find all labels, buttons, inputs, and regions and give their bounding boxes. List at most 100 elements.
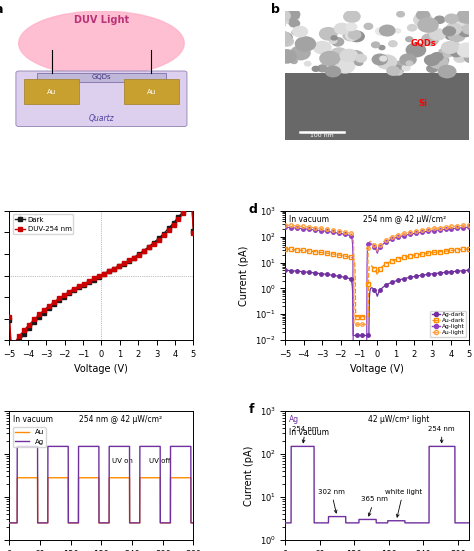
Circle shape: [273, 14, 285, 22]
Circle shape: [331, 36, 337, 40]
Circle shape: [364, 23, 373, 29]
Circle shape: [276, 64, 282, 68]
Circle shape: [376, 28, 386, 35]
Circle shape: [335, 23, 349, 34]
Circle shape: [452, 42, 459, 47]
Text: Au: Au: [146, 89, 156, 95]
Circle shape: [344, 11, 360, 22]
Circle shape: [277, 50, 296, 63]
Circle shape: [414, 13, 432, 26]
Circle shape: [465, 53, 474, 62]
Circle shape: [332, 37, 344, 46]
Circle shape: [326, 66, 340, 77]
Circle shape: [443, 27, 456, 36]
Circle shape: [277, 31, 288, 39]
Circle shape: [397, 12, 404, 17]
Text: 42 μW/cm² light: 42 μW/cm² light: [368, 415, 429, 424]
Circle shape: [380, 25, 395, 36]
Circle shape: [292, 30, 299, 35]
Circle shape: [389, 41, 397, 47]
Circle shape: [466, 19, 474, 26]
Circle shape: [319, 28, 337, 40]
Circle shape: [395, 29, 401, 33]
Circle shape: [330, 62, 346, 73]
Circle shape: [291, 59, 297, 63]
Circle shape: [343, 30, 358, 41]
Circle shape: [273, 9, 290, 22]
Circle shape: [340, 50, 357, 62]
Circle shape: [298, 41, 304, 46]
Circle shape: [402, 65, 410, 71]
Circle shape: [438, 66, 456, 78]
Text: In vacuum: In vacuum: [13, 415, 53, 424]
X-axis label: Voltage (V): Voltage (V): [74, 364, 128, 374]
Text: 254 nm @ 42 μW/cm²: 254 nm @ 42 μW/cm²: [363, 215, 446, 224]
Circle shape: [406, 61, 413, 66]
Circle shape: [457, 43, 474, 57]
Circle shape: [458, 27, 473, 36]
Circle shape: [346, 51, 364, 63]
Circle shape: [313, 41, 331, 54]
Y-axis label: Current (pA): Current (pA): [239, 245, 249, 306]
Circle shape: [289, 20, 300, 27]
Circle shape: [348, 30, 361, 39]
Text: In vacuum: In vacuum: [289, 428, 329, 437]
Circle shape: [406, 43, 426, 57]
Text: In air: In air: [18, 215, 40, 224]
Text: f: f: [248, 403, 254, 416]
Text: GQDs: GQDs: [410, 39, 436, 48]
Circle shape: [445, 14, 458, 23]
Circle shape: [451, 49, 462, 57]
Circle shape: [291, 46, 310, 60]
Circle shape: [272, 39, 283, 47]
Circle shape: [270, 58, 284, 68]
Circle shape: [431, 53, 443, 61]
Circle shape: [417, 10, 429, 20]
Text: white light: white light: [384, 489, 422, 517]
Text: In vacuum: In vacuum: [289, 215, 329, 224]
Circle shape: [395, 70, 402, 75]
Circle shape: [463, 24, 474, 34]
Text: 365 nm: 365 nm: [361, 496, 388, 516]
Circle shape: [425, 55, 439, 65]
Circle shape: [269, 19, 285, 30]
Circle shape: [440, 57, 449, 63]
Bar: [124, 79, 179, 104]
Text: 254 nm: 254 nm: [428, 425, 455, 442]
Ellipse shape: [18, 11, 184, 75]
Circle shape: [459, 15, 474, 25]
Circle shape: [457, 20, 472, 30]
Circle shape: [453, 32, 464, 39]
Circle shape: [312, 66, 319, 71]
Text: a: a: [0, 3, 3, 17]
Text: 100 nm: 100 nm: [310, 133, 334, 138]
Legend: Au, Ag: Au, Ag: [13, 428, 46, 447]
Circle shape: [420, 22, 430, 29]
Text: Quartz: Quartz: [89, 114, 114, 123]
Circle shape: [422, 34, 438, 46]
Circle shape: [327, 66, 341, 76]
Circle shape: [346, 23, 356, 30]
Circle shape: [427, 65, 438, 72]
Bar: [285, 73, 469, 140]
Circle shape: [430, 29, 446, 40]
Circle shape: [429, 55, 448, 68]
Circle shape: [446, 33, 456, 40]
Circle shape: [379, 46, 385, 50]
Circle shape: [329, 38, 337, 44]
Circle shape: [389, 65, 403, 75]
Circle shape: [377, 55, 397, 69]
FancyBboxPatch shape: [16, 71, 187, 127]
Circle shape: [444, 51, 452, 57]
Circle shape: [272, 31, 291, 45]
Text: b: b: [271, 3, 280, 17]
X-axis label: Voltage (V): Voltage (V): [350, 364, 404, 374]
Circle shape: [448, 29, 465, 41]
Circle shape: [336, 60, 355, 73]
Circle shape: [318, 65, 328, 72]
Text: 254 nm @ 42 μW/cm²: 254 nm @ 42 μW/cm²: [79, 415, 163, 424]
Circle shape: [380, 56, 387, 61]
Circle shape: [349, 31, 364, 42]
Text: UV off: UV off: [149, 457, 171, 463]
Text: d: d: [248, 203, 257, 216]
